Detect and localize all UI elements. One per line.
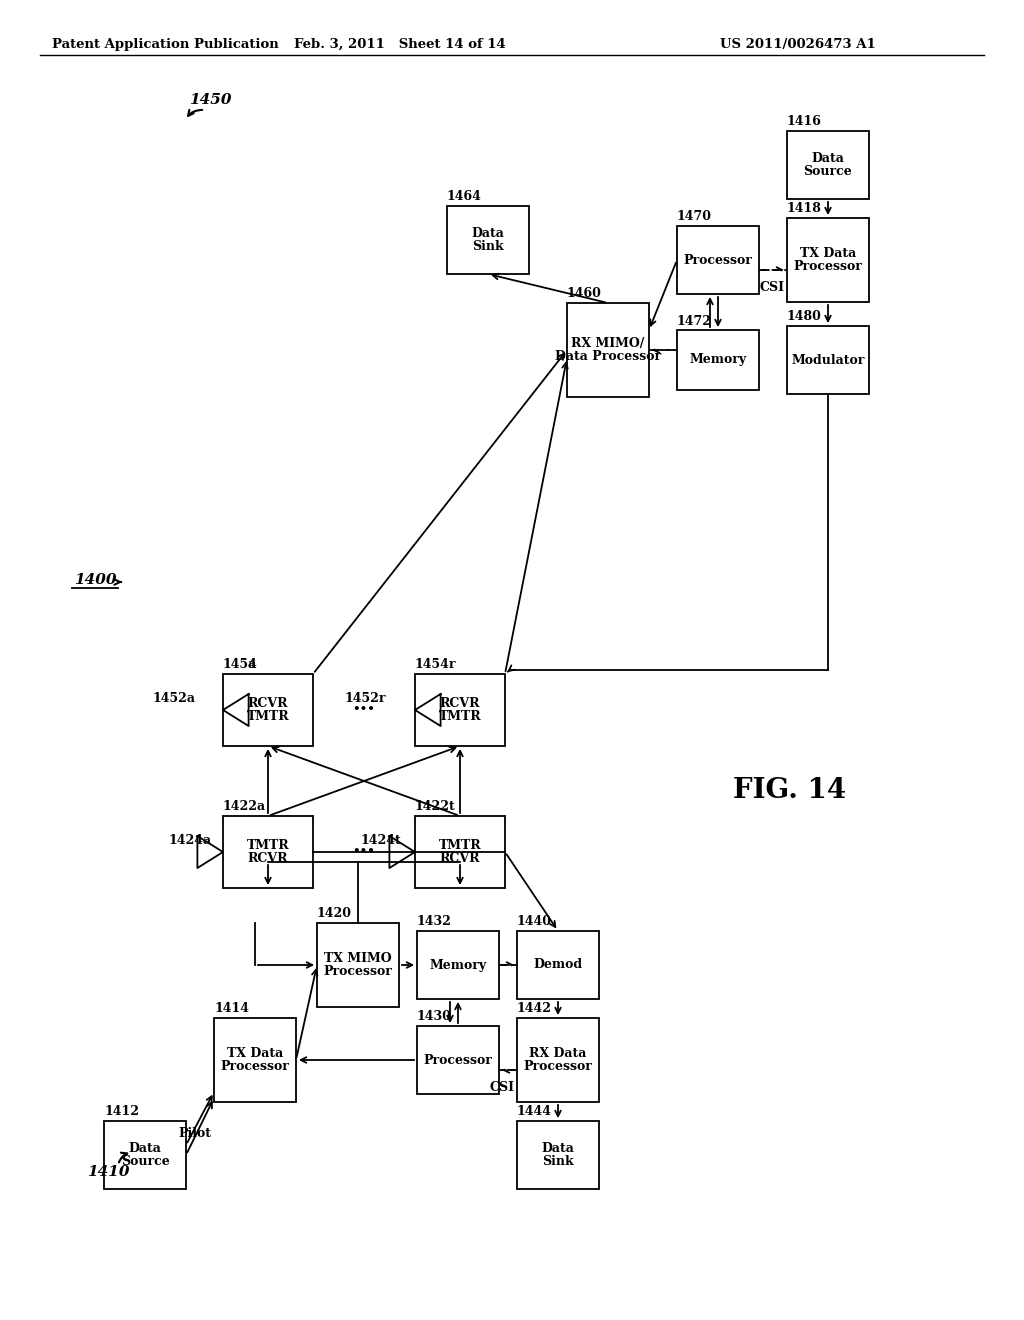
- Text: 1424a: 1424a: [168, 834, 211, 847]
- Text: TMTR: TMTR: [247, 840, 290, 853]
- Bar: [677, 330, 759, 389]
- Text: 1440: 1440: [517, 915, 552, 928]
- Text: Processor: Processor: [794, 260, 862, 272]
- Bar: [447, 206, 529, 275]
- Text: 1432: 1432: [417, 915, 452, 928]
- Bar: [223, 816, 313, 888]
- Text: Processor: Processor: [220, 1060, 290, 1073]
- Text: 1450: 1450: [188, 92, 231, 107]
- Text: 1472: 1472: [677, 315, 712, 327]
- Text: Source: Source: [804, 165, 852, 178]
- Text: Processor: Processor: [684, 253, 753, 267]
- Text: 1464: 1464: [447, 190, 482, 203]
- Text: 1422t: 1422t: [415, 800, 456, 813]
- Text: TMTR: TMTR: [438, 710, 481, 722]
- Text: Data: Data: [812, 152, 845, 165]
- Bar: [787, 131, 869, 199]
- Bar: [214, 1018, 296, 1102]
- Text: RCVR: RCVR: [439, 697, 480, 710]
- Text: Data: Data: [542, 1142, 574, 1155]
- Text: Data: Data: [472, 227, 505, 240]
- Text: 1452a: 1452a: [153, 692, 196, 705]
- Bar: [417, 931, 499, 999]
- Bar: [517, 1121, 599, 1189]
- Text: 1400: 1400: [74, 573, 117, 587]
- Text: 1412: 1412: [104, 1105, 139, 1118]
- Text: a: a: [248, 657, 256, 671]
- Text: 1410: 1410: [87, 1166, 129, 1179]
- Bar: [787, 326, 869, 393]
- Text: Processor: Processor: [424, 1053, 493, 1067]
- Bar: [677, 226, 759, 294]
- Text: Patent Application Publication: Patent Application Publication: [52, 38, 279, 51]
- Text: 1452r: 1452r: [345, 692, 386, 705]
- Text: RCVR: RCVR: [248, 851, 288, 865]
- Text: 1430: 1430: [417, 1010, 452, 1023]
- Text: 1442: 1442: [517, 1002, 552, 1015]
- Text: 1416: 1416: [787, 115, 822, 128]
- Text: ···: ···: [352, 841, 376, 863]
- Text: CSI: CSI: [489, 1081, 514, 1094]
- Bar: [415, 675, 505, 746]
- Bar: [517, 1018, 599, 1102]
- Text: RCVR: RCVR: [248, 697, 288, 710]
- Text: 1420: 1420: [317, 907, 352, 920]
- Text: 1414: 1414: [214, 1002, 249, 1015]
- Text: TMTR: TMTR: [247, 710, 290, 722]
- Text: RCVR: RCVR: [439, 851, 480, 865]
- Text: Feb. 3, 2011   Sheet 14 of 14: Feb. 3, 2011 Sheet 14 of 14: [294, 38, 506, 51]
- Text: 1480: 1480: [787, 310, 822, 323]
- Text: 1422a: 1422a: [223, 800, 266, 813]
- Bar: [787, 218, 869, 302]
- Text: 1444: 1444: [517, 1105, 552, 1118]
- Text: Modulator: Modulator: [792, 354, 864, 367]
- Text: Memory: Memory: [689, 354, 746, 367]
- Text: RX Data: RX Data: [529, 1048, 587, 1060]
- Text: Processor: Processor: [523, 1060, 593, 1073]
- Text: Pilot: Pilot: [178, 1127, 211, 1140]
- Text: CSI: CSI: [759, 281, 784, 294]
- Text: Demod: Demod: [534, 958, 583, 972]
- Text: Processor: Processor: [324, 965, 392, 978]
- Bar: [417, 1026, 499, 1094]
- Text: Sink: Sink: [542, 1155, 573, 1168]
- Text: 1424t: 1424t: [360, 834, 400, 847]
- Bar: [223, 675, 313, 746]
- Text: Source: Source: [121, 1155, 169, 1168]
- Text: 1454r: 1454r: [415, 657, 457, 671]
- Text: Sink: Sink: [472, 239, 504, 252]
- Text: Data Processor: Data Processor: [555, 350, 662, 363]
- Text: 1470: 1470: [677, 210, 712, 223]
- Text: Memory: Memory: [429, 958, 486, 972]
- Text: 1418: 1418: [787, 202, 822, 215]
- Text: Data: Data: [129, 1142, 162, 1155]
- Text: US 2011/0026473 A1: US 2011/0026473 A1: [720, 38, 876, 51]
- Text: TX MIMO: TX MIMO: [325, 953, 392, 965]
- Text: ···: ···: [352, 700, 376, 721]
- Text: TX Data: TX Data: [800, 247, 856, 260]
- Text: RX MIMO/: RX MIMO/: [571, 338, 645, 350]
- Bar: [415, 816, 505, 888]
- Bar: [104, 1121, 186, 1189]
- Text: FIG. 14: FIG. 14: [733, 776, 847, 804]
- Bar: [567, 304, 649, 397]
- Bar: [517, 931, 599, 999]
- Bar: [317, 923, 399, 1007]
- Text: TMTR: TMTR: [438, 840, 481, 853]
- Text: 1454: 1454: [223, 657, 258, 671]
- Text: 1460: 1460: [567, 286, 602, 300]
- Text: TX Data: TX Data: [227, 1048, 283, 1060]
